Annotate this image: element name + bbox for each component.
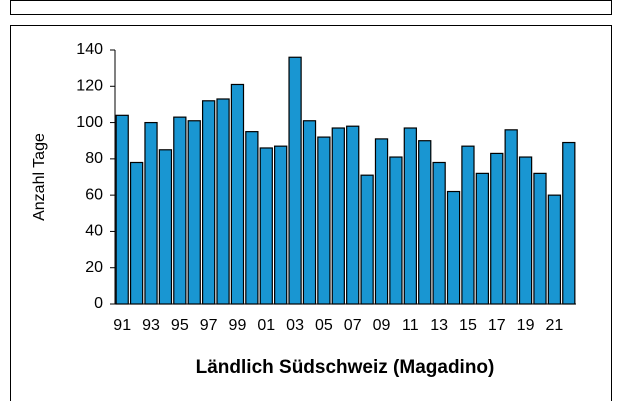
bar xyxy=(144,121,158,305)
x-tick-label: 93 xyxy=(142,317,160,334)
bar xyxy=(115,114,129,305)
x-tick-label: 03 xyxy=(286,317,304,334)
bar xyxy=(475,172,490,305)
bar xyxy=(533,172,547,305)
bar xyxy=(360,174,374,305)
x-tick-label: 05 xyxy=(315,317,333,334)
x-tick-label: 21 xyxy=(545,317,563,334)
y-tick-label: 0 xyxy=(94,295,103,312)
chart-title: Ländlich Südschweiz (Magadino) xyxy=(196,357,495,378)
bar xyxy=(187,120,201,305)
bar xyxy=(518,156,533,305)
y-axis-label: Anzahl Tage xyxy=(31,133,48,221)
bar xyxy=(346,125,360,305)
x-tick-label: 13 xyxy=(430,317,448,334)
bar xyxy=(403,127,417,305)
chart-frame xyxy=(10,25,612,401)
bar xyxy=(374,138,389,305)
bar xyxy=(461,145,475,305)
y-tick-label: 80 xyxy=(85,150,103,167)
bar xyxy=(230,83,245,305)
bar xyxy=(389,156,403,305)
x-tick-label: 07 xyxy=(344,317,362,334)
x-tick-label: 09 xyxy=(373,317,391,334)
bar xyxy=(288,56,302,305)
bar xyxy=(331,127,345,305)
y-tick-label: 20 xyxy=(85,259,103,276)
x-tick-label: 95 xyxy=(171,317,189,334)
x-tick-label: 11 xyxy=(402,317,419,334)
bar xyxy=(259,147,273,305)
bar xyxy=(129,161,144,305)
top-panel-frame xyxy=(10,0,612,15)
bar xyxy=(504,129,518,305)
y-tick-label: 40 xyxy=(85,223,103,240)
x-tick-label: 15 xyxy=(459,317,477,334)
y-tick-label: 120 xyxy=(76,78,103,95)
bar xyxy=(490,152,504,305)
bar xyxy=(274,145,288,305)
y-tick-label: 60 xyxy=(85,186,103,203)
bar xyxy=(547,194,562,305)
bar xyxy=(317,136,331,305)
y-tick-label: 100 xyxy=(76,114,103,131)
bar xyxy=(173,116,187,305)
bar xyxy=(158,149,173,305)
x-tick-label: 99 xyxy=(229,317,247,334)
bar xyxy=(432,161,446,305)
bar xyxy=(562,141,576,305)
x-tick-label: 01 xyxy=(257,317,275,334)
bar xyxy=(418,140,432,305)
x-tick-label: 97 xyxy=(200,317,218,334)
bar xyxy=(216,98,230,305)
bar xyxy=(245,131,259,305)
y-tick-label: 140 xyxy=(76,41,103,58)
x-tick-label: 19 xyxy=(517,317,535,334)
bar xyxy=(302,120,317,305)
bar xyxy=(446,190,461,305)
bar xyxy=(201,100,216,305)
x-tick-label: 91 xyxy=(113,317,131,334)
x-tick-label: 17 xyxy=(488,317,506,334)
